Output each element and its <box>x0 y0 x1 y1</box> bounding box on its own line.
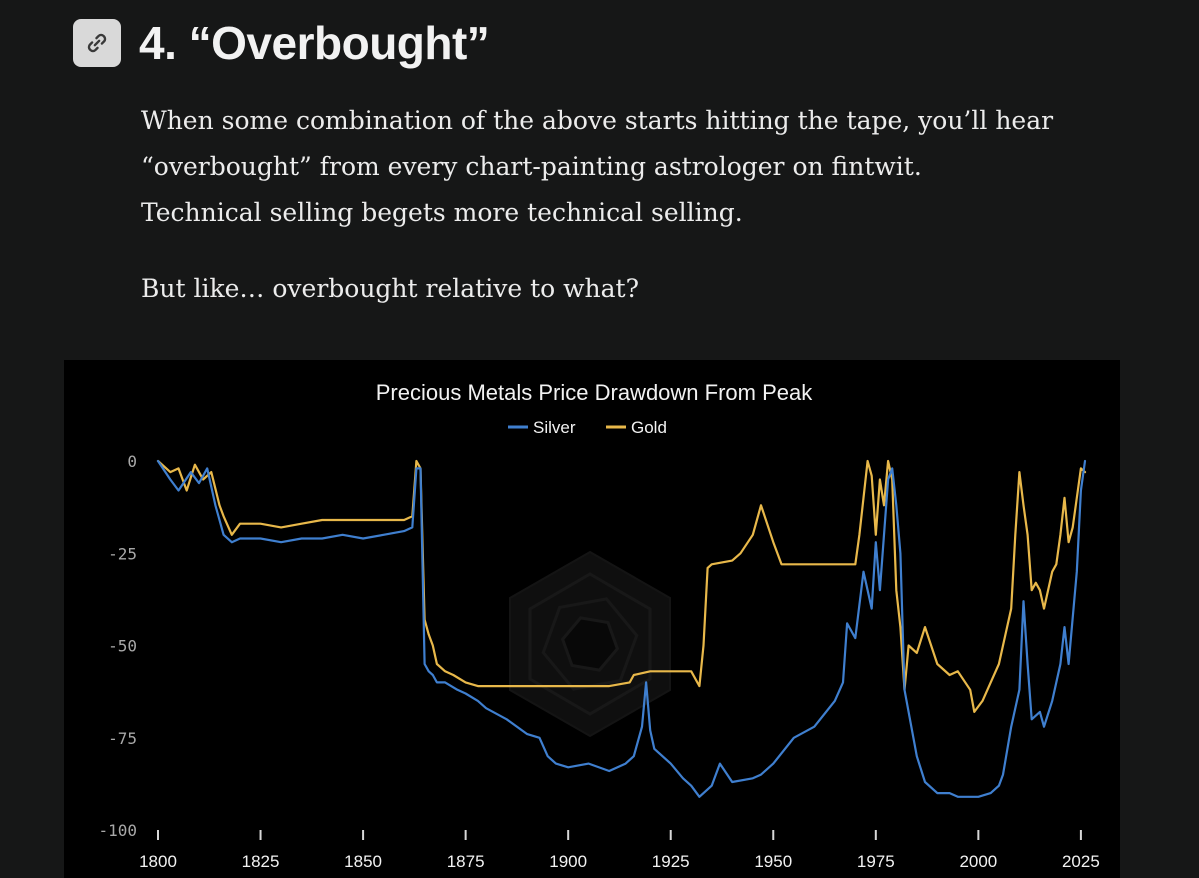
watermark-logo <box>509 550 671 738</box>
x-axis: 1800 1825 1850 1875 1900 1925 1950 1975 2000 2025 <box>139 830 1100 871</box>
y-tick-label: 0 <box>127 452 137 471</box>
x-tick-label: 2025 <box>1062 852 1100 871</box>
y-tick-label: -50 <box>108 637 137 656</box>
paragraph-line-1: When some combination of the above start… <box>141 106 1054 135</box>
legend-label-gold: Gold <box>631 418 667 437</box>
x-tick-label: 1925 <box>652 852 690 871</box>
section-heading: 4. “Overbought” <box>73 17 490 69</box>
page-title: 4. “Overbought” <box>139 17 490 69</box>
anchor-link-button[interactable] <box>73 19 121 67</box>
article-body: When some combination of the above start… <box>141 98 1121 312</box>
series-line-gold <box>156 459 1087 713</box>
y-tick-label: -25 <box>108 544 137 563</box>
paragraph-line-2: “overbought” from every chart-painting a… <box>141 152 922 181</box>
chart-legend: Silver Gold <box>508 418 667 437</box>
chart-title: Precious Metals Price Drawdown From Peak <box>376 380 813 405</box>
y-axis: 0 -25 -50 -75 -100 <box>98 452 137 840</box>
x-tick-label: 1975 <box>857 852 895 871</box>
paragraph-line-3: Technical selling begets more technical … <box>141 198 743 227</box>
legend-label-silver: Silver <box>533 418 576 437</box>
series-line-silver <box>156 459 1087 798</box>
x-tick-label: 1825 <box>242 852 280 871</box>
y-tick-label: -100 <box>98 821 137 840</box>
y-tick-label: -75 <box>108 729 137 748</box>
link-icon <box>87 33 107 53</box>
x-tick-label: 1900 <box>549 852 587 871</box>
x-tick-label: 2000 <box>959 852 997 871</box>
x-tick-label: 1950 <box>754 852 792 871</box>
drawdown-chart: Precious Metals Price Drawdown From Peak… <box>64 360 1120 878</box>
chart-canvas: Precious Metals Price Drawdown From Peak… <box>98 380 1100 871</box>
x-tick-label: 1875 <box>447 852 485 871</box>
question-paragraph: But like… overbought relative to what? <box>141 274 639 303</box>
series-layer <box>156 459 1087 798</box>
x-tick-label: 1850 <box>344 852 382 871</box>
x-tick-label: 1800 <box>139 852 177 871</box>
